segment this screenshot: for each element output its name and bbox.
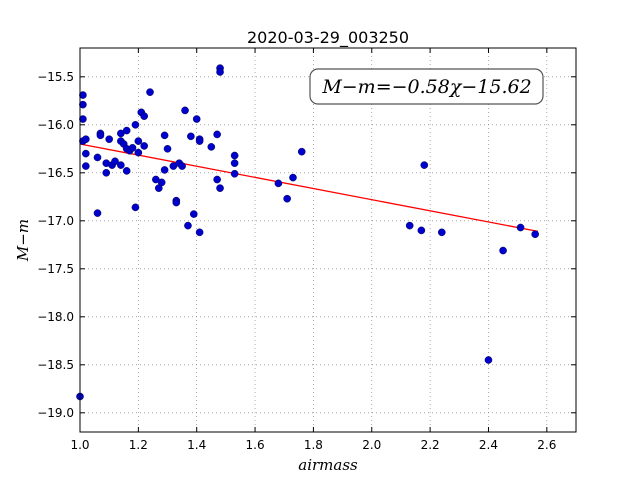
fit-equation: M−m=−0.58χ−15.62: [321, 76, 531, 98]
data-point: [230, 169, 239, 178]
data-point: [187, 132, 195, 141]
data-point: [79, 100, 87, 109]
data-point: [283, 194, 291, 203]
plot-frame: [79, 47, 577, 433]
data-point: [140, 112, 148, 120]
x-tick-label: 2.0: [362, 438, 381, 452]
y-tick-label: −18.0: [37, 310, 74, 324]
data-point: [117, 161, 125, 169]
data-point: [207, 143, 216, 151]
data-point: [96, 131, 105, 140]
grid: [79, 48, 576, 432]
data-point: [437, 228, 446, 237]
data-point: [297, 147, 306, 156]
data-point: [82, 135, 90, 143]
data-point: [134, 148, 143, 157]
data-point: [128, 144, 137, 152]
data-point: [184, 221, 192, 230]
data-point: [195, 228, 204, 237]
x-tick-label: 1.4: [187, 438, 206, 452]
data-point: [417, 226, 426, 235]
data-point: [216, 184, 224, 192]
data-point: [122, 126, 131, 135]
x-tick-label: 1.8: [304, 438, 323, 452]
x-tick-label: 1.6: [246, 438, 265, 452]
data-point: [131, 203, 140, 212]
data-point: [192, 115, 201, 123]
x-tick-label: 1.2: [129, 438, 148, 452]
data-point: [82, 162, 90, 170]
y-tick-label: −15.5: [37, 70, 74, 84]
data-point: [105, 135, 113, 143]
data-point: [122, 167, 131, 175]
y-tick-label: −17.5: [37, 262, 74, 276]
y-axis-label: M−m: [14, 219, 32, 262]
data-point: [93, 209, 102, 217]
y-tick-label: −17.0: [37, 214, 74, 228]
equation-box: M−m=−0.58χ−15.62: [309, 68, 544, 105]
data-point: [484, 356, 493, 364]
data-point: [499, 246, 507, 255]
y-tick-label: −16.0: [37, 118, 74, 132]
data-point: [79, 115, 87, 123]
data-point: [79, 91, 87, 99]
data-point: [230, 159, 239, 167]
data-point: [160, 166, 169, 174]
data-point: [82, 149, 90, 158]
y-tick-label: −18.5: [37, 358, 74, 372]
data-point: [531, 230, 539, 239]
data-point: [289, 173, 297, 182]
data-point: [195, 137, 204, 145]
data-point: [405, 221, 414, 230]
plot-area: [76, 64, 539, 401]
x-axis-label: airmass: [298, 456, 358, 474]
data-point: [111, 157, 119, 166]
x-tick-label: 2.2: [421, 438, 440, 452]
data-point: [230, 151, 239, 160]
data-point: [172, 198, 181, 207]
ticks: 1.0 1.2 1.4 1.6 1.8 2.0 2.2 2.4 2.6 −15.5 −16.0 −16…: [37, 48, 576, 452]
data-point: [516, 223, 525, 232]
y-tick-label: −19.0: [37, 406, 74, 420]
data-point: [140, 142, 148, 150]
data-point: [420, 161, 429, 169]
data-point: [213, 175, 221, 184]
data-point: [131, 121, 140, 129]
fit-line: [79, 143, 539, 233]
equation-box-border: [309, 68, 544, 105]
data-point: [160, 131, 169, 140]
data-point: [181, 106, 189, 115]
data-point: [213, 130, 221, 139]
data-point: [216, 68, 224, 76]
data-point: [102, 168, 111, 177]
data-point: [134, 137, 143, 145]
x-tick-label: 2.6: [537, 438, 556, 452]
data-point: [274, 179, 283, 188]
y-tick-label: −16.5: [37, 166, 74, 180]
data-point: [146, 88, 154, 96]
data-point: [189, 210, 198, 218]
data-point: [178, 162, 186, 170]
x-tick-label: 1.0: [70, 438, 89, 452]
data-point: [93, 153, 102, 162]
data-point: [163, 144, 172, 153]
x-tick-label: 2.4: [479, 438, 498, 452]
data-point: [157, 178, 166, 187]
chart-title: 2020-03-29_003250: [247, 28, 409, 48]
